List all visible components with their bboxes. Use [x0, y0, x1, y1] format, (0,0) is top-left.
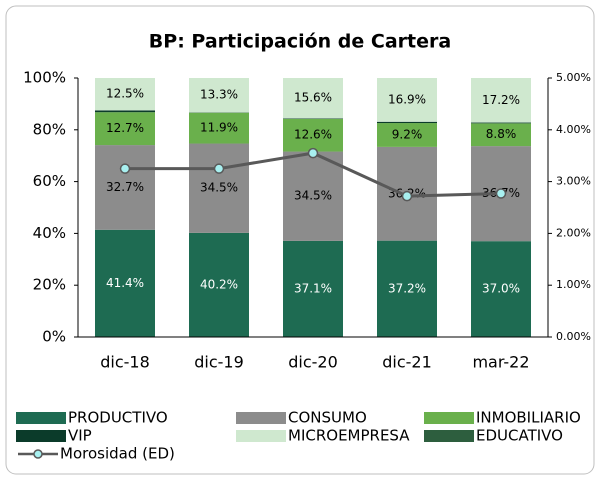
data-label: 12.7% [106, 121, 144, 135]
data-label: 37.0% [482, 282, 520, 296]
legend-label: MICROEMPRESA [288, 427, 410, 445]
data-label: 15.6% [294, 91, 332, 105]
legend-label: PRODUCTIVO [68, 409, 168, 427]
data-label: 40.2% [200, 277, 238, 291]
legend-swatch [16, 412, 66, 424]
x-tick-label: dic-21 [382, 353, 432, 372]
data-label: 16.9% [388, 92, 426, 106]
data-label: 34.5% [200, 181, 238, 195]
legend-swatch [16, 430, 66, 442]
y2-tick-label: 4.00% [556, 123, 591, 136]
data-label: 17.2% [482, 93, 520, 107]
bar-segment [471, 123, 531, 124]
y-tick-label: 80% [33, 120, 66, 138]
bar-segment [377, 122, 437, 123]
legend-swatch [236, 412, 286, 424]
legend-marker [34, 450, 42, 458]
x-tick-label: dic-19 [194, 353, 244, 372]
y-tick-label: 0% [42, 328, 66, 346]
line-marker [121, 164, 130, 173]
data-label: 41.4% [106, 276, 144, 290]
data-label: 9.2% [392, 127, 423, 141]
y-tick-label: 20% [33, 276, 66, 294]
chart-title: BP: Participación de Cartera [149, 31, 451, 53]
legend-label: INMOBILIARIO [476, 409, 581, 427]
line-marker [309, 149, 318, 158]
legend-swatch [424, 430, 474, 442]
bar-segment [95, 110, 155, 112]
data-label: 34.5% [294, 189, 332, 203]
legend-swatch [236, 430, 286, 442]
data-label: 37.2% [388, 281, 426, 295]
data-label: 32.7% [106, 180, 144, 194]
line-marker [497, 189, 506, 198]
data-label: 12.6% [294, 128, 332, 142]
x-tick-label: dic-20 [288, 353, 338, 372]
y2-tick-label: 2.00% [556, 226, 591, 239]
legend-swatch [424, 412, 474, 424]
legend-label: VIP [68, 427, 92, 445]
data-label: 12.5% [106, 87, 144, 101]
legend-label: CONSUMO [288, 409, 367, 427]
x-tick-label: mar-22 [472, 353, 529, 372]
line-marker [403, 192, 412, 201]
data-label: 37.1% [294, 281, 332, 295]
data-label: 13.3% [200, 88, 238, 102]
y2-tick-label: 1.00% [556, 278, 591, 291]
line-marker [215, 164, 224, 173]
y-tick-label: 100% [23, 69, 66, 87]
y2-tick-label: 5.00% [556, 71, 591, 84]
y2-tick-label: 0.00% [556, 330, 591, 343]
bar-segment [283, 118, 343, 119]
data-label: 8.8% [486, 127, 517, 141]
y-tick-label: 60% [33, 172, 66, 190]
x-tick-label: dic-18 [100, 353, 150, 372]
legend-label: EDUCATIVO [476, 427, 563, 445]
data-label: 11.9% [200, 121, 238, 135]
y2-tick-label: 3.00% [556, 175, 591, 188]
y-tick-label: 40% [33, 224, 66, 242]
legend-label: Morosidad (ED) [60, 445, 175, 463]
